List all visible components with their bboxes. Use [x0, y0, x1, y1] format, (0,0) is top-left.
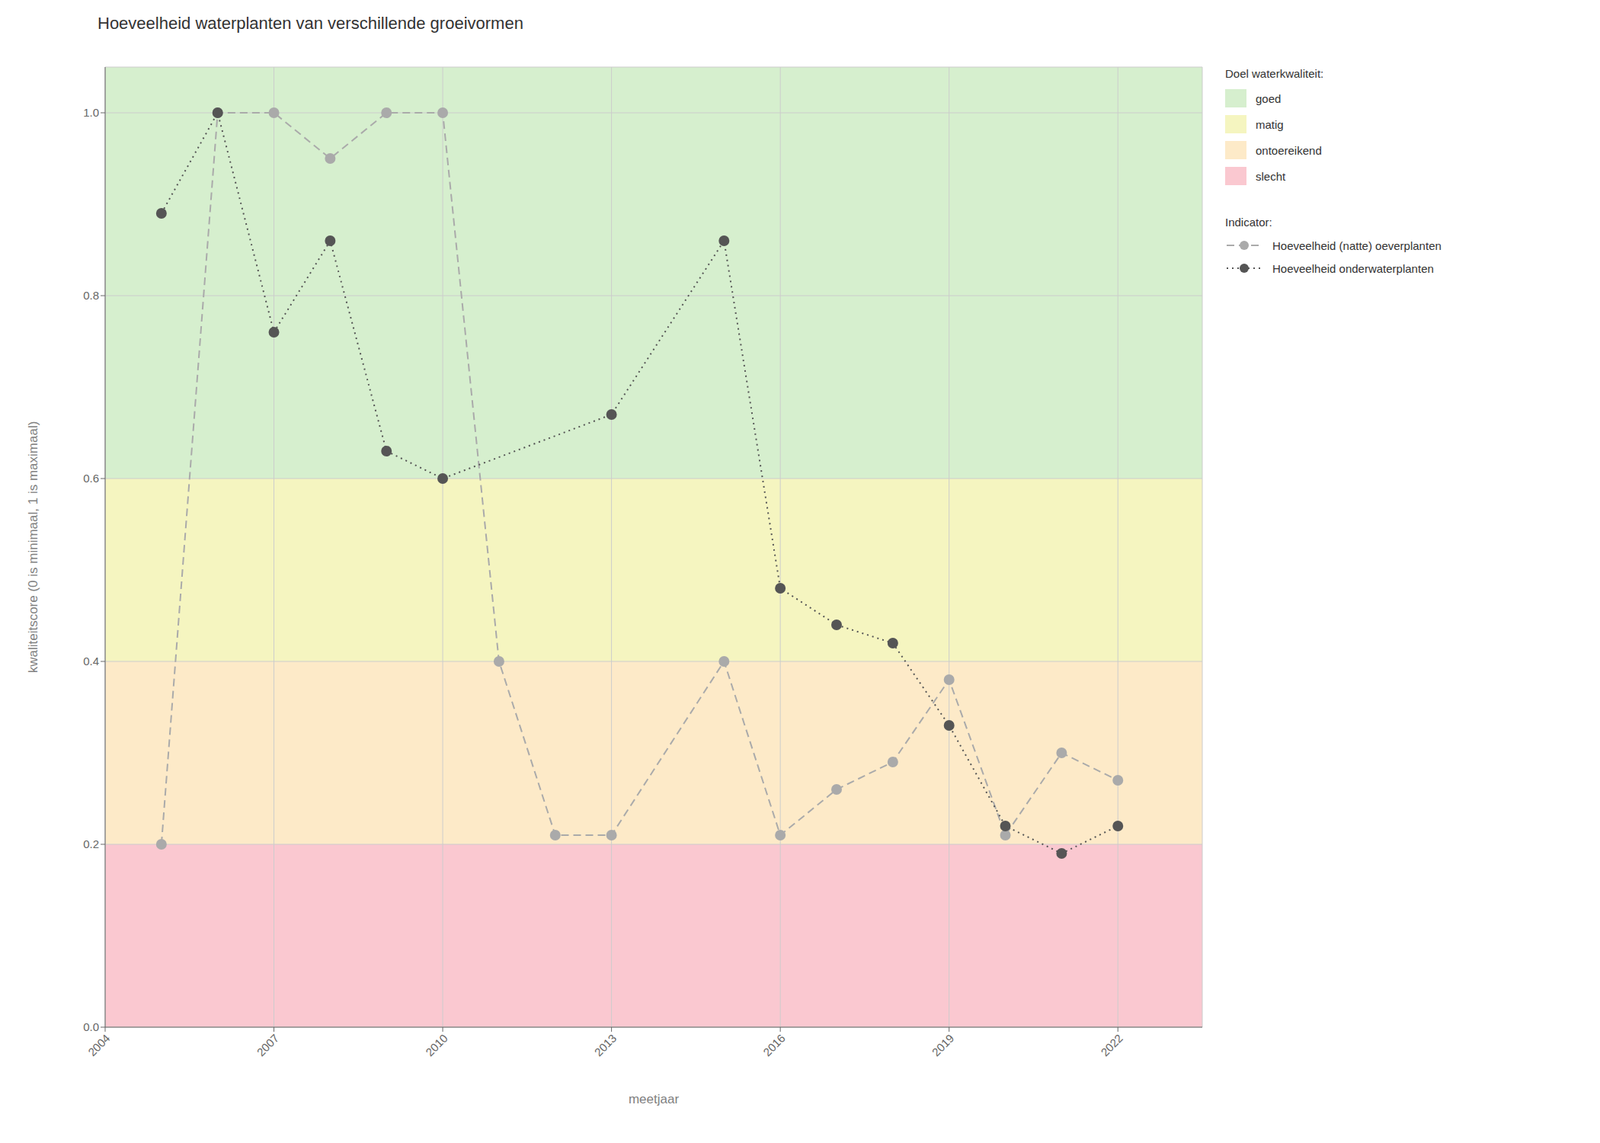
svg-text:1.0: 1.0	[83, 105, 100, 119]
svg-text:2004: 2004	[85, 1031, 113, 1060]
svg-text:2022: 2022	[1097, 1031, 1126, 1060]
html-text:Hoeveelheid waterplanten van v: Hoeveelheid waterplanten van verschillen…	[97, 13, 524, 33]
svg-text:kwaliteitscore (0 is minimaal,: kwaliteitscore (0 is minimaal, 1 is maxi…	[25, 421, 41, 674]
svg-text:2007: 2007	[254, 1031, 282, 1060]
svg-text:0.0: 0.0	[83, 1020, 100, 1034]
svg-text:2013: 2013	[592, 1031, 620, 1060]
html-text:Doel waterkwaliteit:: Doel waterkwaliteit:	[1225, 67, 1324, 80]
html-text:goed: goed	[1255, 91, 1282, 105]
svg-text:0.4: 0.4	[83, 654, 100, 668]
svg-text:0.8: 0.8	[83, 288, 100, 302]
html-text:slecht: slecht	[1255, 169, 1286, 183]
svg-text:2016: 2016	[760, 1031, 788, 1060]
html-text:Hoeveelheid onderwaterplanten: Hoeveelheid onderwaterplanten	[1272, 261, 1434, 275]
html-text:Indicator:: Indicator:	[1225, 215, 1273, 229]
svg-text:meetjaar: meetjaar	[628, 1091, 679, 1107]
svg-text:2010: 2010	[422, 1031, 451, 1060]
svg-text:2019: 2019	[929, 1031, 957, 1060]
html-text:Hoeveelheid (natte) oeverplant: Hoeveelheid (natte) oeverplanten	[1272, 238, 1442, 252]
svg-text:0.2: 0.2	[83, 837, 100, 851]
html-text:ontoereikend: ontoereikend	[1255, 143, 1322, 157]
html-text:matig: matig	[1255, 117, 1284, 131]
svg-text:0.6: 0.6	[83, 471, 100, 485]
